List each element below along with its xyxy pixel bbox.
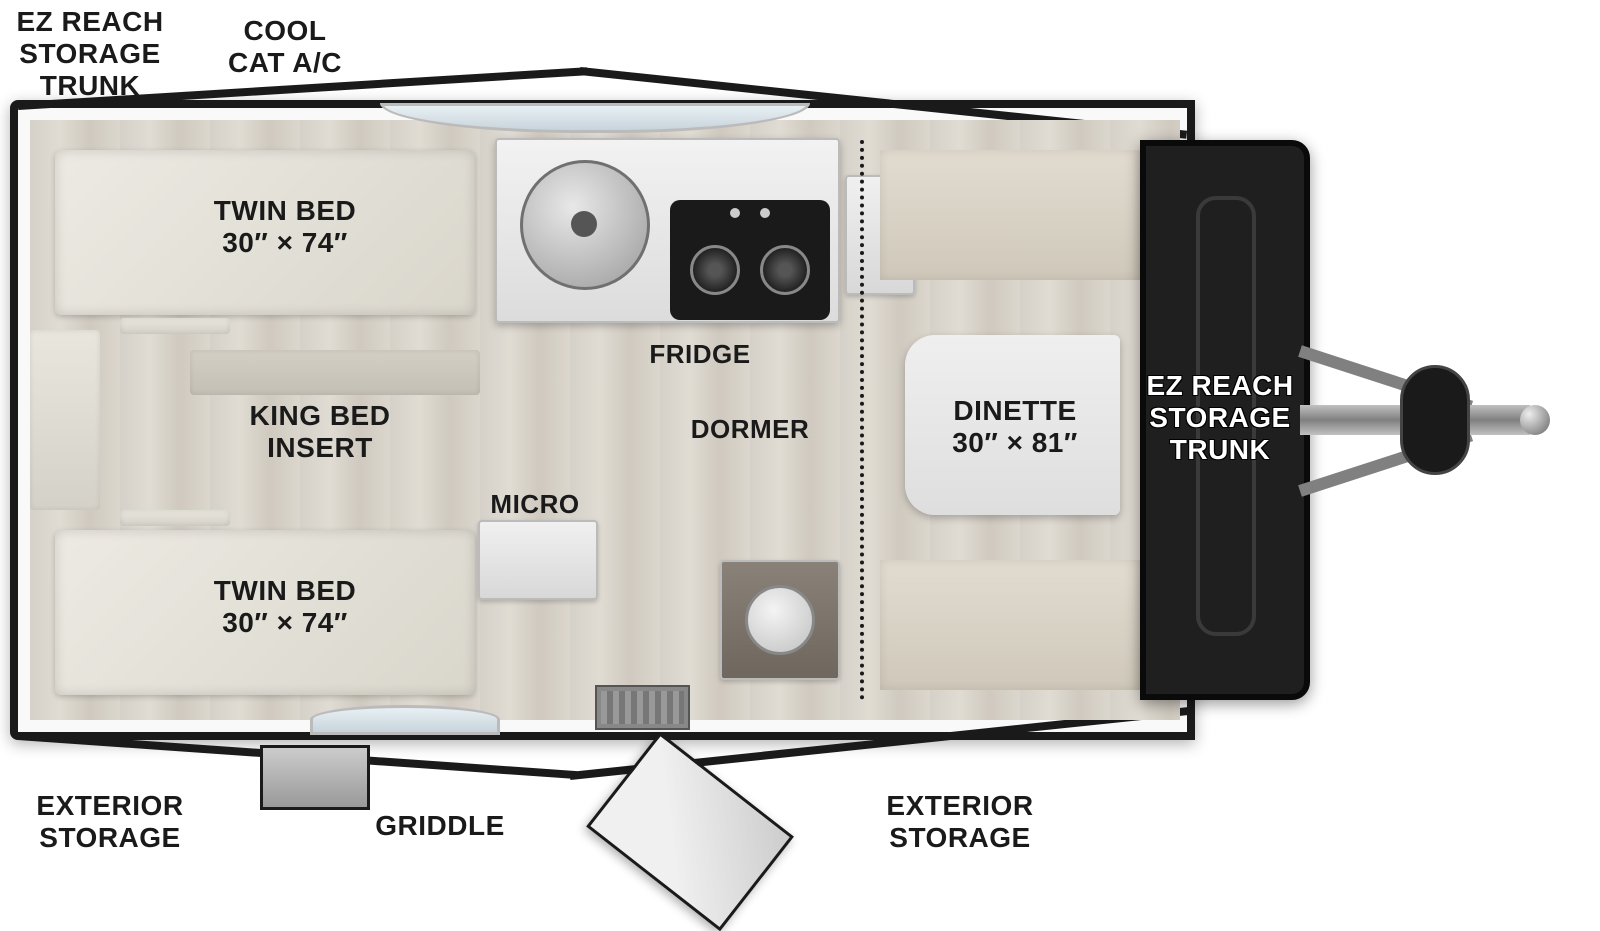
label-twin-bed-top: TWIN BED 30″ × 74″ bbox=[165, 195, 405, 259]
entry-step bbox=[595, 685, 690, 730]
label-twin-bed-bottom: TWIN BED 30″ × 74″ bbox=[165, 575, 405, 639]
microwave-cabinet bbox=[478, 520, 598, 600]
label-griddle: GRIDDLE bbox=[370, 810, 510, 842]
dinette-seat-bottom bbox=[880, 560, 1140, 690]
label-king-bed-insert: KING BED INSERT bbox=[210, 400, 430, 464]
label-cool-cat: COOL CAT A/C bbox=[210, 15, 360, 79]
stove bbox=[670, 200, 830, 320]
exterior-griddle bbox=[260, 745, 370, 810]
label-ez-reach-front: EZ REACH STORAGE TRUNK bbox=[1140, 370, 1300, 467]
bed-divider-top bbox=[120, 318, 230, 334]
label-fridge: FRIDGE bbox=[640, 340, 760, 370]
hitch-jack-wheel bbox=[1400, 365, 1470, 475]
entry-door bbox=[586, 732, 794, 931]
toilet bbox=[745, 585, 815, 655]
sink bbox=[520, 160, 650, 290]
skylight-bottom bbox=[310, 705, 500, 735]
label-dinette: DINETTE 30″ × 81″ bbox=[915, 395, 1115, 459]
label-ez-reach-top: EZ REACH STORAGE TRUNK bbox=[10, 6, 170, 103]
dormer-divider bbox=[860, 140, 864, 700]
king-bed-insert-panel bbox=[190, 350, 480, 395]
label-exterior-storage-left: EXTERIOR STORAGE bbox=[20, 790, 200, 854]
label-micro: MICRO bbox=[480, 490, 590, 520]
rear-bolster bbox=[30, 330, 100, 510]
bed-divider-bottom bbox=[120, 510, 230, 526]
label-dormer: DORMER bbox=[680, 415, 820, 445]
dinette-seat-top bbox=[880, 150, 1140, 280]
label-exterior-storage-right: EXTERIOR STORAGE bbox=[870, 790, 1050, 854]
hitch-coupler bbox=[1520, 405, 1550, 435]
